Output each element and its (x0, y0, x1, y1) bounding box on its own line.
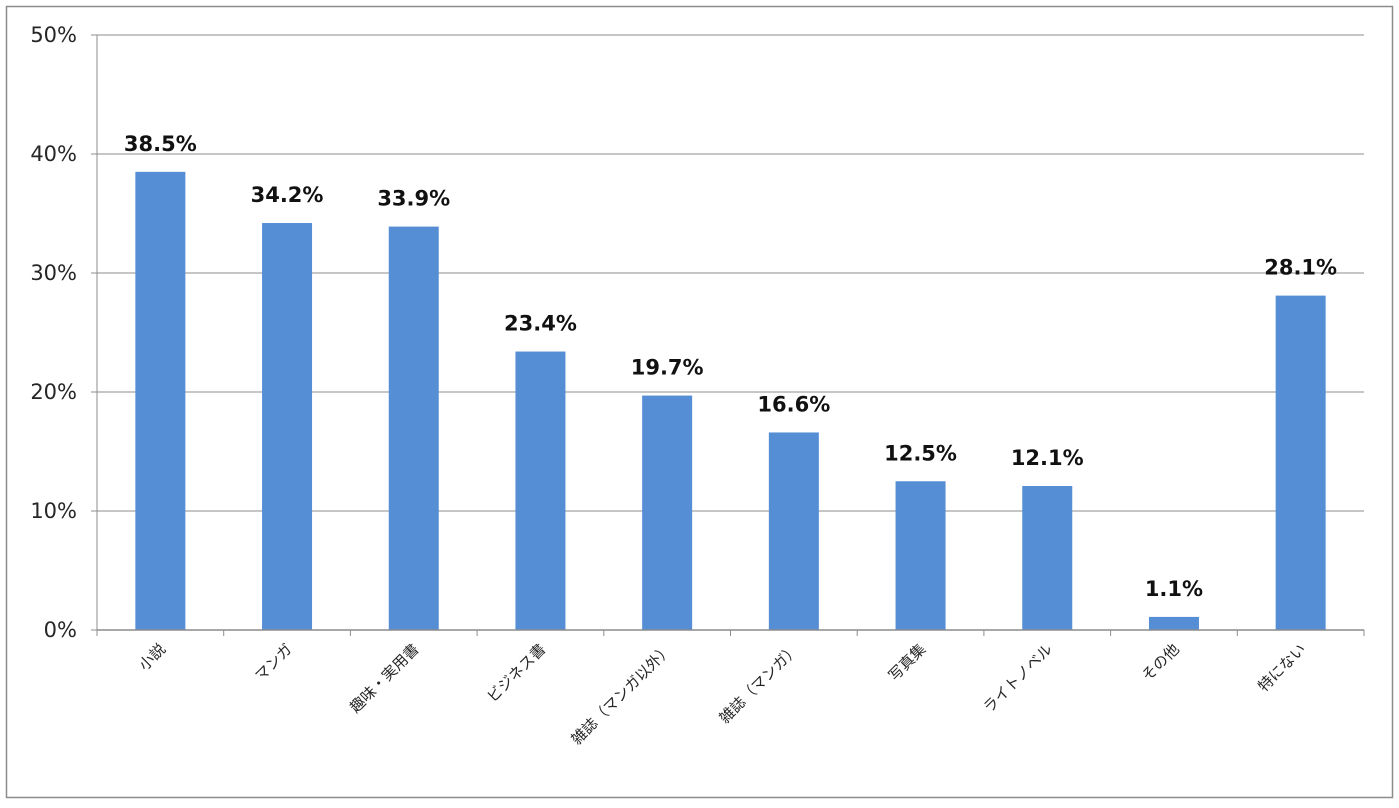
chart-border (5, 5, 1394, 799)
bar (515, 351, 566, 630)
data-label: 28.1% (1264, 256, 1337, 280)
y-tick-label: 20% (30, 380, 77, 404)
data-label: 1.1% (1145, 577, 1203, 601)
data-labels: 38.5% 34.2% 33.9% 23.4% 19.7% 16.6% 12.5% 12.1%… (124, 132, 1337, 601)
data-label: 38.5% (124, 132, 197, 156)
bar (1275, 295, 1326, 630)
data-label: 33.9% (377, 187, 450, 211)
y-tick-label: 10% (30, 499, 77, 523)
bar (768, 432, 819, 630)
y-tick-label: 50% (30, 23, 77, 47)
bars (135, 171, 1326, 630)
data-label: 16.6% (757, 392, 830, 416)
bar (262, 223, 313, 630)
bar (642, 395, 693, 630)
bar (895, 481, 946, 630)
bar (388, 226, 439, 630)
data-label: 34.2% (251, 183, 324, 207)
y-tick-label: 30% (30, 261, 77, 285)
bar (1148, 616, 1199, 630)
y-tick-label: 0% (44, 618, 77, 642)
data-label: 19.7% (631, 356, 704, 380)
y-axis-ticks: 0% 10% 20% 30% 40% 50% (30, 23, 97, 642)
data-label: 12.5% (884, 441, 957, 465)
bar (135, 171, 186, 630)
data-label: 23.4% (504, 312, 577, 336)
bar (1022, 486, 1073, 630)
data-label: 12.1% (1011, 446, 1084, 470)
y-tick-label: 40% (30, 142, 77, 166)
